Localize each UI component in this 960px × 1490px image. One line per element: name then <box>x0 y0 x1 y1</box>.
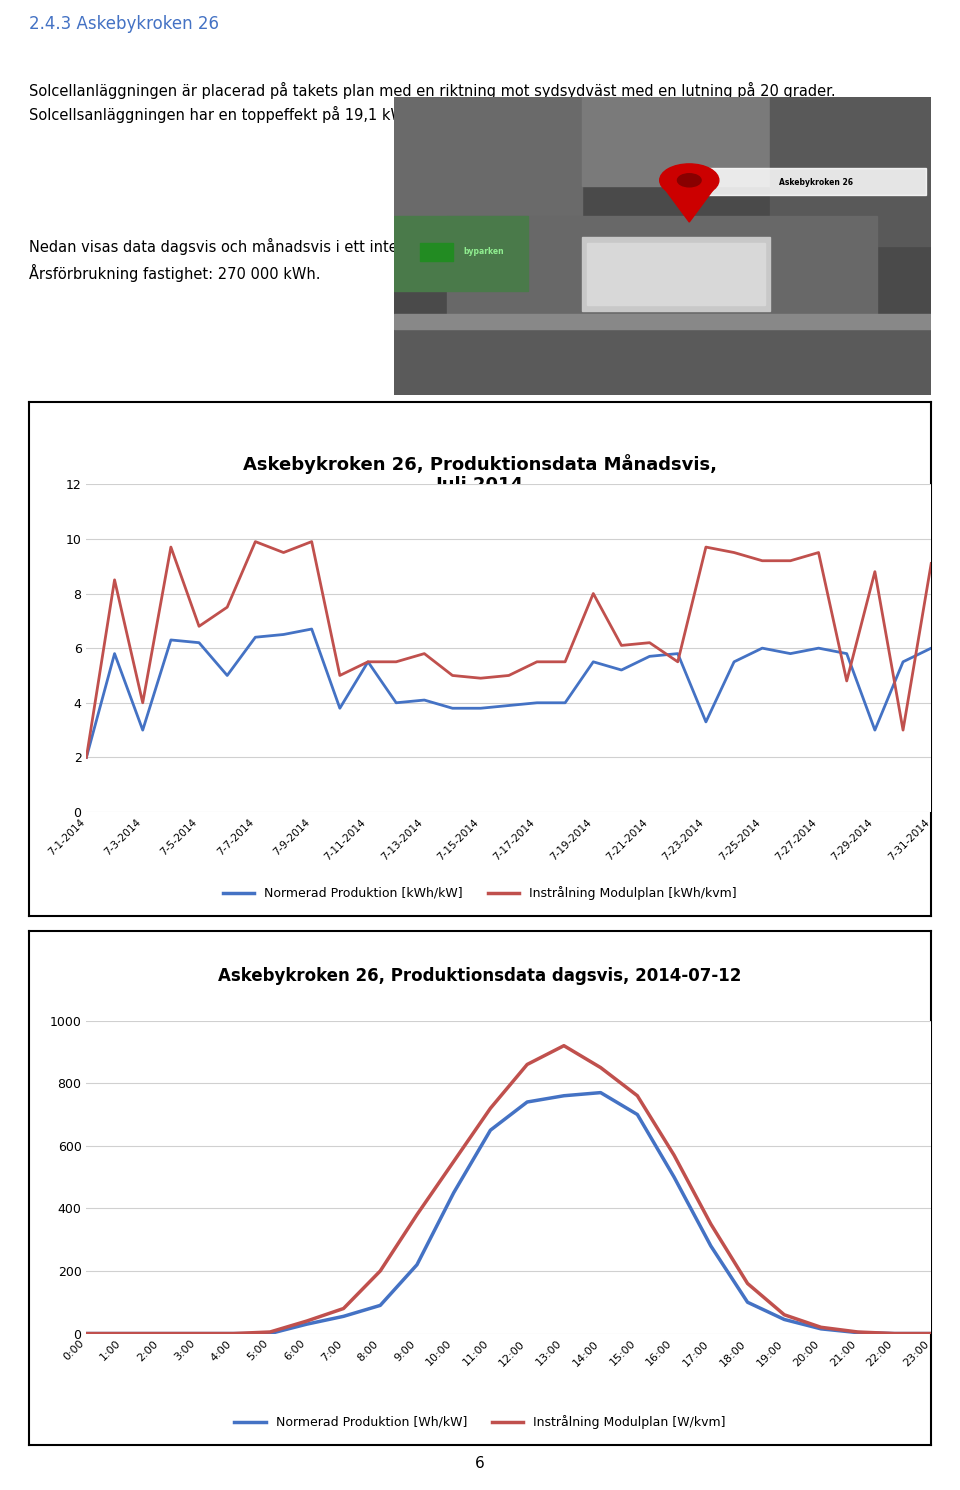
Polygon shape <box>665 189 713 222</box>
Bar <box>394 216 528 291</box>
Text: 6: 6 <box>475 1456 485 1472</box>
Bar <box>706 168 925 195</box>
Bar <box>582 97 797 186</box>
Bar <box>582 237 770 311</box>
Bar <box>420 243 453 261</box>
Text: Askebykroken 26: Askebykroken 26 <box>779 179 852 188</box>
Circle shape <box>678 174 701 186</box>
Legend: Normerad Produktion [Wh/kW], Instrålning Modulplan [W/kvm]: Normerad Produktion [Wh/kW], Instrålning… <box>229 1410 731 1433</box>
Bar <box>588 243 764 305</box>
Legend: Normerad Produktion [kWh/kW], Instrålning Modulplan [kWh/kvm]: Normerad Produktion [kWh/kW], Instrålnin… <box>218 881 742 904</box>
Text: Askebykroken 26, Produktionsdata dagsvis, 2014-07-12: Askebykroken 26, Produktionsdata dagsvis… <box>218 967 742 985</box>
Text: Askebykroken 26, Produktionsdata Månadsvis,
Juli 2014: Askebykroken 26, Produktionsdata Månadsv… <box>243 453 717 495</box>
Bar <box>394 97 582 216</box>
Bar <box>394 320 931 395</box>
Bar <box>394 314 931 329</box>
Text: byparken: byparken <box>464 247 504 256</box>
Circle shape <box>660 164 719 197</box>
Text: Solcellanläggningen är placerad på takets plan med en riktning mot sydsydväst me: Solcellanläggningen är placerad på taket… <box>29 82 835 124</box>
Bar <box>770 97 931 246</box>
Bar <box>447 216 877 320</box>
Text: Nedan visas data dagsvis och månadsvis i ett intervall mellan april-juli.
Årsför: Nedan visas data dagsvis och månadsvis i… <box>29 238 553 283</box>
Text: 2.4.3 Askebykroken 26: 2.4.3 Askebykroken 26 <box>29 15 219 33</box>
